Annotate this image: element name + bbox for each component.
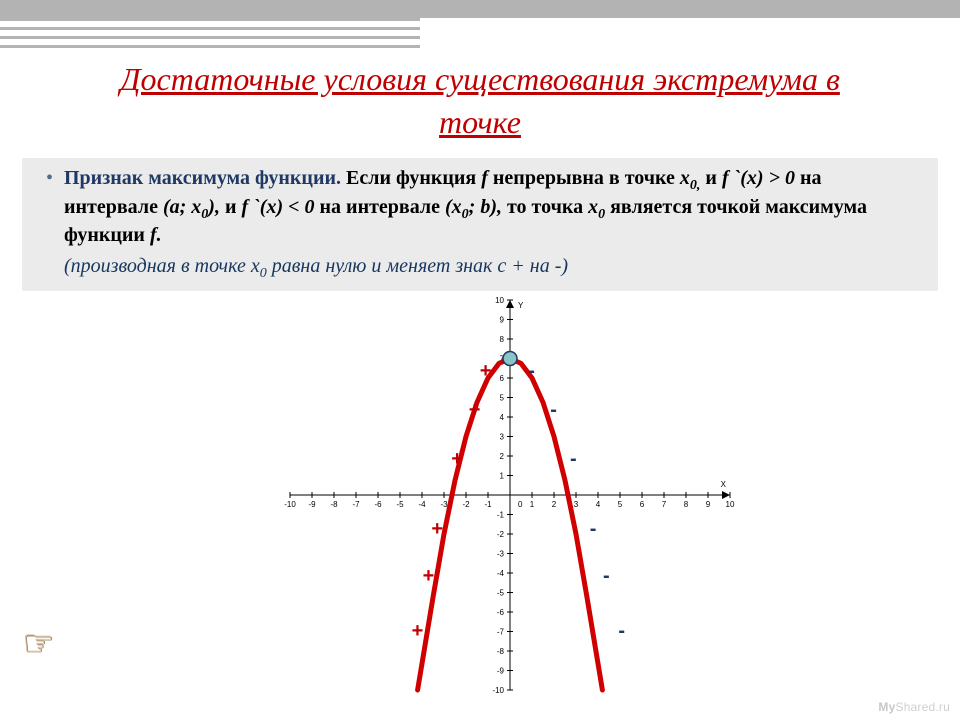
svg-text:-2: -2 (497, 530, 505, 539)
title-line-2: точке (439, 104, 521, 140)
t-x0b: x0 (588, 196, 605, 218)
wm-shared: Shared (895, 700, 935, 714)
svg-text:Y: Y (518, 301, 524, 310)
chart-svg: -10-9-8-7-6-5-4-3-2-112345678910-10-9-8-… (260, 290, 760, 710)
t-fprime: f `(x) > 0 (722, 167, 795, 189)
svg-text:1: 1 (500, 472, 505, 481)
svg-text:-6: -6 (374, 500, 382, 509)
t-f2: f. (150, 224, 162, 246)
svg-text:9: 9 (706, 500, 711, 509)
theorem-name: Признак максимума функции. (64, 167, 341, 189)
t-part1: Если функция (346, 167, 481, 189)
svg-text:-9: -9 (308, 500, 316, 509)
t-part3: и (700, 167, 722, 189)
svg-text:5: 5 (500, 394, 505, 403)
theorem-text: Признак максимума функции. Если функция … (64, 166, 916, 248)
svg-text:-4: -4 (418, 500, 426, 509)
svg-text:0: 0 (518, 500, 523, 509)
svg-text:-4: -4 (497, 569, 505, 578)
t-int1: (a; x0), (163, 196, 220, 218)
svg-text:5: 5 (618, 500, 623, 509)
top-stripes (0, 18, 420, 48)
theorem-box: Признак максимума функции. Если функция … (22, 158, 938, 291)
minus-sign: - (550, 399, 557, 422)
svg-text:-1: -1 (484, 500, 492, 509)
minus-sign: - (528, 360, 535, 383)
svg-text:X: X (721, 480, 727, 489)
svg-text:-10: -10 (492, 686, 504, 695)
minus-sign: - (570, 448, 577, 471)
svg-text:6: 6 (640, 500, 645, 509)
svg-text:8: 8 (500, 335, 505, 344)
corollary: (производная в точке x0 равна нулю и мен… (64, 254, 916, 283)
svg-text:-7: -7 (497, 628, 505, 637)
svg-text:9: 9 (500, 316, 505, 325)
svg-text:1: 1 (530, 500, 535, 509)
svg-text:3: 3 (574, 500, 579, 509)
svg-text:8: 8 (684, 500, 689, 509)
minus-sign: - (618, 620, 625, 643)
plus-sign: + (480, 360, 492, 383)
t-x0: x0, (680, 167, 701, 189)
svg-text:10: 10 (726, 500, 735, 509)
t-part7: то точка (502, 196, 588, 218)
wm-my: My (878, 700, 895, 714)
svg-text:7: 7 (662, 500, 667, 509)
pointer-icon: ☞ (22, 622, 54, 664)
plus-sign: + (412, 620, 424, 643)
watermark: MyShared.ru (878, 700, 950, 714)
minus-sign: - (603, 565, 610, 588)
top-bar (0, 0, 960, 18)
svg-text:-5: -5 (497, 589, 505, 598)
svg-text:-7: -7 (352, 500, 360, 509)
t-fprime2: f `(x) < 0 (241, 196, 314, 218)
svg-text:4: 4 (596, 500, 601, 509)
t-f: f (481, 167, 488, 189)
svg-text:10: 10 (495, 296, 504, 305)
t-int2: (x0; b), (445, 196, 502, 218)
svg-text:-2: -2 (462, 500, 470, 509)
wm-ru: .ru (935, 700, 950, 714)
svg-text:-9: -9 (497, 667, 505, 676)
plus-sign: + (431, 518, 443, 541)
plus-sign: + (423, 565, 435, 588)
t-part5: и (220, 196, 242, 218)
chart: -10-9-8-7-6-5-4-3-2-112345678910-10-9-8-… (260, 290, 760, 710)
svg-text:-8: -8 (497, 647, 505, 656)
svg-text:-1: -1 (497, 511, 505, 520)
t-part6: на интервале (315, 196, 445, 218)
title-line-1: Достаточные условия существования экстре… (120, 61, 840, 97)
page-title: Достаточные условия существования экстре… (0, 58, 960, 144)
t-part2: непрерывна в точке (488, 167, 680, 189)
svg-text:-10: -10 (284, 500, 296, 509)
svg-text:3: 3 (500, 433, 505, 442)
svg-text:-8: -8 (330, 500, 338, 509)
plus-sign: + (469, 399, 481, 422)
svg-text:-6: -6 (497, 608, 505, 617)
svg-text:-5: -5 (396, 500, 404, 509)
svg-text:2: 2 (552, 500, 557, 509)
svg-text:-3: -3 (497, 550, 505, 559)
svg-text:4: 4 (500, 413, 505, 422)
plus-sign: + (451, 448, 463, 471)
minus-sign: - (590, 518, 597, 541)
svg-text:6: 6 (500, 374, 505, 383)
svg-text:2: 2 (500, 452, 505, 461)
